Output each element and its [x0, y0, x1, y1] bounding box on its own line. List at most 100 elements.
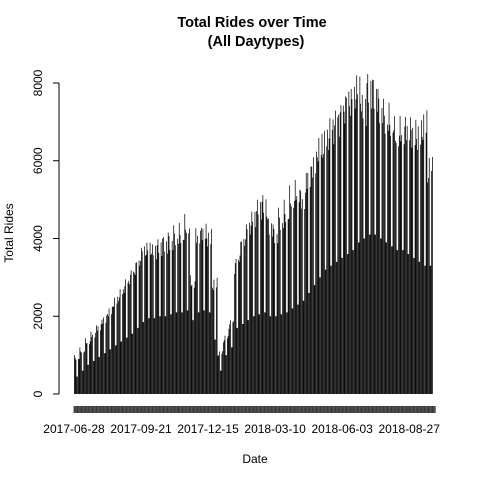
daily-bar	[348, 91, 350, 394]
x-tick-label: 2017-09-21	[110, 422, 172, 436]
daily-bar	[286, 312, 288, 394]
daily-bar	[80, 351, 82, 394]
daily-bar	[267, 219, 268, 394]
daily-bar	[403, 144, 405, 394]
daily-bar	[90, 331, 92, 394]
daily-bar	[218, 355, 220, 394]
daily-bar	[201, 240, 203, 394]
daily-bar	[408, 254, 410, 394]
daily-bar	[77, 376, 78, 394]
daily-bar	[316, 157, 318, 394]
daily-bar	[254, 211, 256, 394]
daily-bar	[376, 88, 377, 394]
daily-bar	[154, 318, 156, 394]
daily-bar	[274, 243, 276, 394]
daily-bar	[361, 95, 363, 395]
daily-bar	[85, 343, 87, 394]
daily-bar	[389, 125, 391, 394]
daily-bar	[158, 252, 160, 394]
daily-bar	[282, 223, 283, 394]
daily-bar	[81, 370, 83, 394]
daily-bar	[206, 238, 208, 394]
daily-bar	[130, 274, 131, 394]
daily-bar	[290, 203, 291, 394]
daily-bar	[276, 234, 278, 394]
daily-bar	[291, 308, 293, 394]
daily-bar	[275, 316, 276, 394]
daily-bar	[117, 296, 119, 394]
daily-bar	[85, 338, 86, 394]
daily-bar	[293, 207, 294, 394]
daily-bar	[370, 81, 372, 394]
daily-bar	[234, 274, 235, 394]
daily-bar	[312, 177, 313, 394]
daily-bar	[316, 151, 317, 394]
daily-bar	[395, 143, 397, 394]
daily-bar	[390, 135, 391, 395]
daily-bar	[125, 279, 126, 394]
daily-bar	[266, 216, 268, 394]
daily-bar	[151, 253, 153, 394]
daily-bar	[92, 360, 94, 394]
daily-bar	[301, 208, 302, 394]
daily-bar	[74, 355, 75, 395]
daily-bar	[75, 359, 77, 394]
daily-bar	[368, 102, 369, 394]
daily-bar	[388, 102, 390, 395]
daily-bar	[175, 312, 177, 394]
daily-bar	[359, 76, 361, 395]
daily-bar	[112, 306, 114, 394]
daily-bar	[309, 186, 311, 394]
daily-bar	[283, 199, 285, 394]
daily-bar	[77, 358, 79, 394]
daily-bar	[297, 304, 298, 394]
daily-bar	[335, 110, 336, 394]
daily-bar	[302, 300, 304, 394]
daily-bar	[350, 115, 351, 395]
daily-bar	[268, 234, 270, 394]
daily-bar	[165, 316, 167, 394]
daily-bar	[198, 312, 200, 394]
daily-bar	[135, 263, 137, 394]
daily-bar	[178, 222, 180, 394]
daily-bar	[148, 318, 150, 394]
daily-bar	[96, 325, 97, 394]
daily-bar	[219, 370, 221, 394]
daily-bar	[171, 314, 172, 394]
daily-bar	[284, 214, 286, 394]
daily-bar	[357, 242, 359, 394]
y-axis-title: Total Rides	[2, 203, 16, 262]
daily-bar	[95, 332, 97, 394]
x-axis: 2017-06-28 2017-09-21 2017-12-15 2018-03-10…	[43, 422, 440, 436]
daily-bar	[322, 157, 324, 394]
daily-bar	[232, 322, 234, 394]
daily-bar	[313, 285, 315, 394]
daily-bar	[215, 287, 217, 394]
daily-bar	[167, 253, 168, 394]
x-tick-label: 2018-08-27	[378, 422, 440, 436]
daily-bar	[237, 327, 238, 394]
daily-bar	[341, 257, 343, 394]
daily-bar	[160, 242, 162, 394]
daily-bar	[325, 269, 327, 394]
daily-bar	[366, 83, 368, 394]
daily-bar	[309, 292, 310, 394]
daily-bar	[183, 240, 185, 394]
daily-bar	[227, 338, 228, 394]
daily-bar	[236, 327, 238, 394]
daily-bar	[386, 242, 388, 394]
daily-bar	[268, 218, 269, 394]
daily-bar	[245, 224, 247, 394]
daily-bar	[213, 279, 215, 394]
x-tick-label: 2018-03-10	[244, 422, 306, 436]
daily-bar	[162, 238, 164, 394]
daily-bar	[81, 352, 82, 394]
daily-bar	[339, 112, 341, 395]
daily-bar	[238, 259, 239, 394]
daily-bar	[166, 241, 167, 394]
daily-bar	[420, 144, 421, 394]
daily-bar	[212, 287, 213, 394]
daily-bar	[159, 316, 160, 394]
daily-bar	[122, 289, 124, 394]
